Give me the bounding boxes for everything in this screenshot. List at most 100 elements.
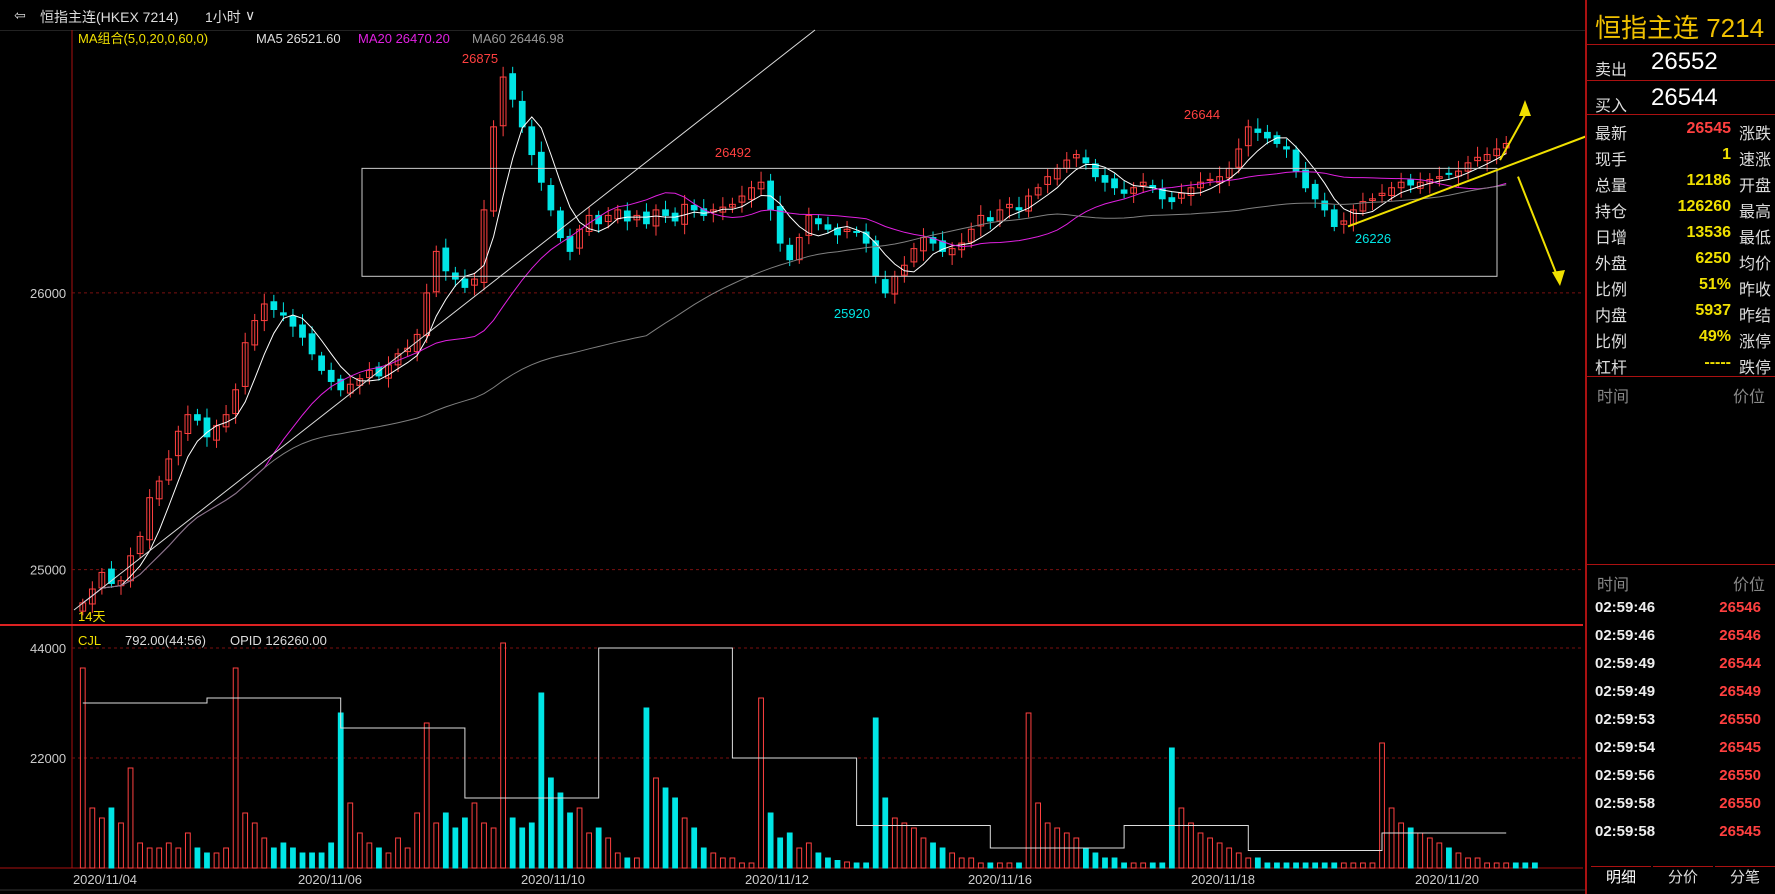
candle-body (1378, 192, 1386, 196)
back-icon[interactable]: ⇦ (14, 7, 26, 23)
quote-row-label: 比例 (1595, 282, 1628, 299)
candle-body (1101, 175, 1109, 183)
candle-body (967, 228, 975, 243)
candle-body (576, 228, 583, 249)
quote-row: 持仓 126260 最高 (1591, 194, 1771, 221)
volume-bar (471, 802, 478, 869)
tick-row[interactable]: 02:59:49 26544 (1587, 650, 1775, 678)
volume-bar (1188, 822, 1194, 869)
high-label: 26644 (1184, 107, 1220, 122)
volume-bar (1293, 862, 1299, 869)
candle-body (585, 214, 593, 232)
volume-bar (758, 697, 764, 869)
candle-body (1034, 187, 1042, 196)
candle-body (824, 224, 832, 230)
candle-body (1072, 154, 1080, 159)
tick-row[interactable]: 02:59:58 26545 (1587, 818, 1775, 846)
ticks-header-top: 时间 价位 (1587, 380, 1775, 406)
quote-row-label2: 均价 (1738, 256, 1771, 273)
volume-bar (1092, 852, 1099, 869)
candle-body (652, 209, 660, 227)
volume-bar (605, 837, 612, 869)
volume-bar (1063, 832, 1070, 869)
tick-row[interactable]: 02:59:49 26549 (1587, 678, 1775, 706)
volume-bar (404, 847, 411, 869)
tick-row[interactable]: 02:59:56 26550 (1587, 762, 1775, 790)
volume-bar (930, 842, 936, 869)
candle-body (843, 228, 851, 232)
date-tick: 2020/11/18 (1191, 872, 1255, 887)
tick-row[interactable]: 02:59:54 26545 (1587, 734, 1775, 762)
candle-body (1168, 197, 1176, 203)
volume-bar (442, 812, 449, 869)
tab-1[interactable]: 分价 (1653, 866, 1713, 889)
buy-value: 26544 (1651, 84, 1718, 111)
volume-bar (414, 812, 421, 869)
volume-bar (1436, 842, 1443, 869)
vol-indicator-name: CJL (78, 633, 101, 648)
volume-bar (490, 827, 497, 869)
period-selector[interactable]: 1小时 (205, 9, 241, 25)
candle-body (1455, 170, 1462, 177)
chevron-down-icon[interactable]: ∨ (245, 7, 256, 23)
kline-chart[interactable]: 26000 25000 44000 22000 26875 26492 25920 26644… (0, 0, 1585, 894)
volume-bar (519, 827, 526, 869)
quote-row-label: 日增 (1595, 230, 1628, 247)
tick-row[interactable]: 02:59:46 26546 (1587, 622, 1775, 650)
volume-bar (108, 807, 115, 869)
candle-body (260, 303, 268, 322)
volume-bar (1474, 857, 1481, 869)
volume-bar (223, 847, 229, 869)
quote-row-label2: 最低 (1738, 230, 1771, 247)
candle-body (194, 414, 201, 421)
volume-bar (1379, 742, 1385, 869)
tick-row[interactable]: 02:59:53 26550 (1587, 706, 1775, 734)
tab-0[interactable]: 明细 (1591, 866, 1651, 889)
candle-body (346, 383, 354, 394)
volume-bar (853, 862, 860, 869)
candle-body (1369, 198, 1376, 201)
candle-body (910, 248, 918, 263)
symbol-title: 恒指主连(HKEX 7214) (40, 9, 179, 25)
tick-row[interactable]: 02:59:46 26546 (1587, 594, 1775, 622)
volume-bar (662, 787, 669, 869)
candle-body (289, 315, 297, 327)
volume-bar (347, 802, 354, 869)
volume-bar (356, 832, 363, 869)
quote-row: 比例 49% 涨停 (1591, 324, 1771, 351)
quote-row-label2: 涨跌 (1738, 126, 1771, 143)
candle-body (1187, 187, 1195, 196)
tick-time: 02:59:56 (1595, 767, 1656, 784)
tick-row[interactable]: 02:59:58 26550 (1587, 790, 1775, 818)
volume-bar (242, 812, 249, 869)
tab-2[interactable]: 分笔 (1715, 866, 1775, 889)
volume-bar (700, 847, 707, 869)
volume-bar (1388, 807, 1395, 869)
volume-bar (165, 842, 172, 869)
volume-bar (815, 852, 822, 869)
volume-bar (175, 847, 182, 869)
volume-bar (576, 807, 583, 869)
volume-bar (184, 832, 191, 869)
volume-bar (1321, 862, 1328, 869)
quote-row-value: 6250 (1695, 250, 1731, 267)
support-line (1347, 135, 1585, 228)
volume-bar (1360, 862, 1366, 869)
candle-body (251, 320, 259, 346)
candle-body (1397, 181, 1405, 189)
quote-title: 恒指主连 7214 (1595, 13, 1765, 43)
candle-body (165, 458, 173, 481)
candle-body (1139, 181, 1147, 187)
divider (1587, 44, 1775, 45)
volume-bar (777, 837, 784, 869)
candle-body (490, 126, 497, 212)
candle-body (155, 480, 163, 500)
volume-bar (1455, 852, 1462, 869)
candle-body (1311, 183, 1319, 200)
candle-body (1302, 169, 1309, 189)
candle-body (1206, 178, 1214, 181)
volume-bar (691, 827, 698, 869)
candle-body (1292, 149, 1300, 172)
volume-bar (1226, 847, 1233, 869)
volume-bar (309, 852, 315, 869)
